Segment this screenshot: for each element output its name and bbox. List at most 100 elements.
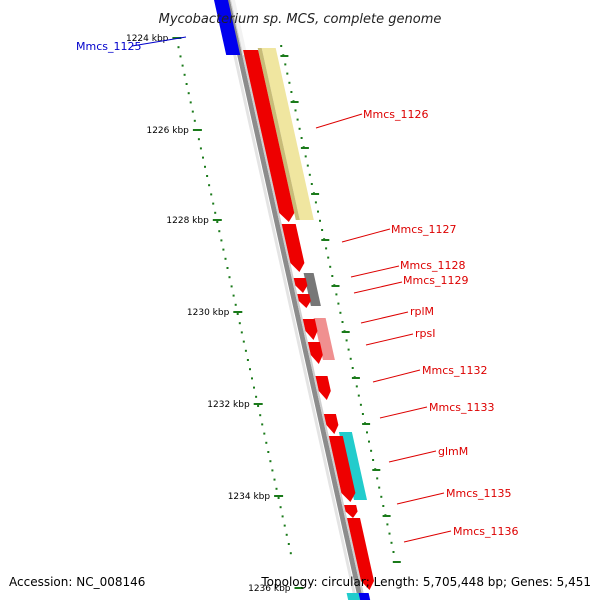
- ruler-minor-tick: [265, 441, 268, 444]
- ruler-minor-tick: [329, 265, 332, 268]
- ruler-minor-tick: [224, 257, 227, 260]
- ruler-minor-tick: [230, 285, 233, 288]
- feature-grey: [303, 273, 321, 306]
- ruler-minor-tick: [220, 239, 223, 242]
- gene-arrow: [323, 414, 339, 434]
- ruler-minor-tick: [314, 201, 317, 204]
- ruler-minor-tick: [267, 451, 270, 453]
- gene-label: Mmcs_1136: [453, 525, 518, 538]
- ruler-minor-tick: [253, 386, 255, 389]
- ruler-minor-tick: [234, 303, 237, 306]
- ruler-minor-tick: [191, 110, 194, 113]
- ruler-minor-tick: [216, 221, 219, 223]
- gene-leader-line: [388, 450, 437, 463]
- ruler-minor-tick: [355, 385, 358, 388]
- gene-label: Mmcs_1132: [422, 364, 487, 377]
- ruler-minor-tick: [310, 183, 313, 185]
- gene-leader-line: [341, 228, 391, 243]
- feature-cyan-bottom: [346, 593, 361, 600]
- ruler-minor-tick: [370, 449, 373, 452]
- ruler-minor-tick: [193, 119, 196, 122]
- gene-label: Mmcs_1127: [391, 223, 456, 236]
- gene-label: rplM: [410, 305, 434, 318]
- ruler-minor-tick: [222, 248, 225, 251]
- ruler-minor-tick: [331, 275, 334, 277]
- ruler-minor-tick: [185, 83, 188, 85]
- ruler-minor-tick: [296, 118, 299, 121]
- ruler-minor-tick: [351, 367, 354, 369]
- ruler-minor-tick: [288, 81, 291, 84]
- gene-leader-line: [379, 406, 428, 419]
- ruler-minor-tick: [212, 202, 215, 205]
- tick-group: 1224 kbp 1226 kbp 1228 kbp 1230 kbp 1232 kbp…: [126, 34, 401, 594]
- ruler-minor-tick: [177, 46, 180, 49]
- feature-group: [214, 0, 374, 600]
- ruler-minor-tick: [380, 495, 383, 498]
- ruler-minor-tick: [327, 256, 330, 259]
- ruler-minor-tick: [199, 147, 202, 150]
- ruler-minor-tick: [319, 219, 321, 222]
- ruler-minor-tick: [290, 91, 293, 93]
- genome-summary-text: Topology: circular; Length: 5,705,448 bp…: [260, 575, 591, 589]
- ruler-minor-tick: [269, 460, 272, 463]
- ruler-minor-tick: [280, 45, 283, 47]
- ruler-minor-tick: [208, 184, 211, 187]
- map-title: Mycobacterium sp. MCS, complete genome: [159, 12, 442, 27]
- ruler-minor-tick: [244, 349, 247, 352]
- ruler-minor-tick: [345, 339, 348, 342]
- gene-label: glmM: [438, 445, 468, 458]
- kbp-label: 1236 kbp: [248, 584, 291, 594]
- ruler-minor-tick: [251, 377, 253, 380]
- ruler-minor-tick: [238, 322, 241, 325]
- gene-arrow: [344, 505, 358, 518]
- ruler-minor-tick: [378, 486, 381, 489]
- gene-leader-line: [315, 113, 363, 129]
- gene-arrow: [307, 342, 323, 364]
- ruler-minor-tick: [366, 431, 368, 434]
- ruler-minor-tick: [202, 156, 204, 159]
- gene-mmcs-1125: [214, 0, 241, 55]
- ruler-minor-tick: [361, 413, 364, 415]
- gene-arrow: [328, 436, 356, 502]
- gene-label: Mmcs_1128: [400, 259, 465, 272]
- ruler-minor-tick: [206, 175, 209, 177]
- gene-label: rpsI: [415, 327, 435, 340]
- ruler-minor-tick: [271, 469, 274, 472]
- ruler-minor-tick: [249, 368, 251, 371]
- ruler-minor-tick: [286, 72, 289, 75]
- ruler-minor-tick: [226, 267, 229, 269]
- gene-outline: [231, 0, 248, 55]
- kbp-label: 1230 kbp: [187, 308, 230, 318]
- gene-arrow: [297, 294, 311, 308]
- gene-leader-line: [372, 369, 421, 383]
- ruler-minor-tick: [285, 533, 288, 536]
- ruler-minor-tick: [181, 64, 184, 67]
- ruler-minor-tick: [273, 478, 276, 481]
- ruler-minor-tick: [228, 276, 231, 279]
- feature-tan: [261, 48, 314, 220]
- gene-arrow: [347, 518, 374, 590]
- backbone-group: [221, 0, 366, 600]
- ruler-minor-tick: [289, 552, 292, 555]
- ruler-minor-tick: [287, 543, 290, 545]
- ruler-minor-tick: [349, 357, 352, 360]
- gene-blue-bottom: [358, 593, 371, 600]
- ruler-minor-tick: [341, 321, 344, 323]
- ruler-minor-tick: [204, 165, 206, 168]
- ruler-minor-tick: [257, 405, 260, 407]
- ruler-minor-tick: [368, 440, 370, 443]
- kbp-label: 1224 kbp: [126, 34, 169, 44]
- ruler-minor-tick: [263, 432, 266, 435]
- ruler-minor-tick: [283, 524, 286, 527]
- ruler-minor-tick: [259, 414, 262, 417]
- ruler-minor-tick: [187, 92, 190, 95]
- gene-leader-line: [350, 265, 400, 278]
- ruler-minor-tick: [279, 506, 282, 509]
- ruler-minor-tick: [306, 164, 309, 167]
- kbp-label: 1228 kbp: [166, 216, 209, 226]
- ruler-minor-tick: [232, 294, 235, 297]
- ruler-minor-tick: [284, 63, 287, 66]
- gene-label: Mmcs_1125: [76, 40, 141, 53]
- gene-label: Mmcs_1133: [429, 401, 494, 414]
- gene-label: Mmcs_1135: [446, 487, 511, 500]
